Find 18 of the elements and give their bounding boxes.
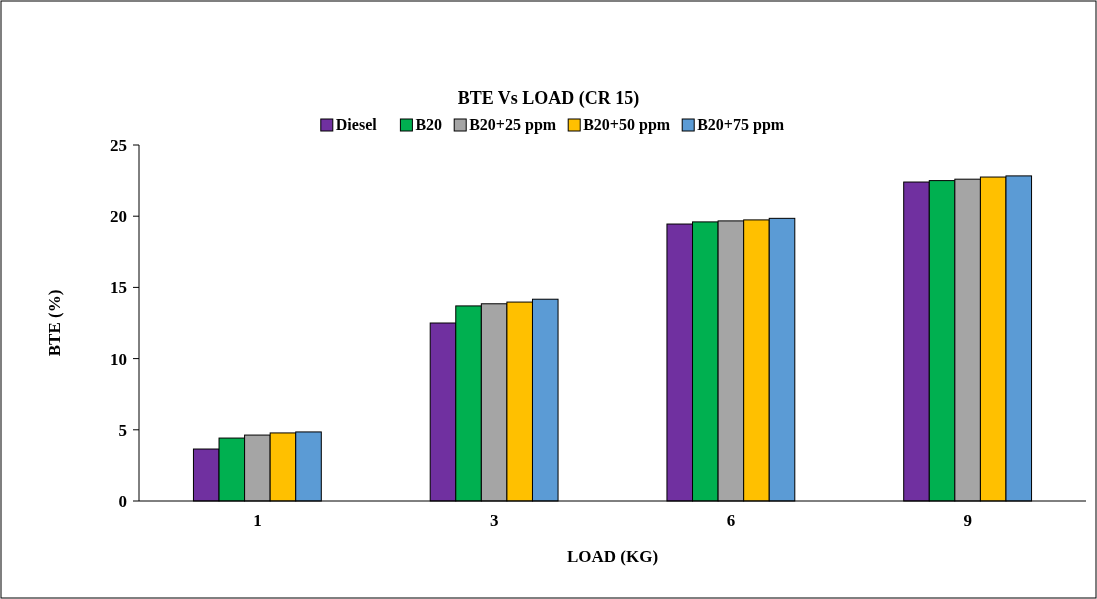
legend-label: B20+25 ppm <box>469 116 557 134</box>
y-tick-label: 25 <box>110 136 127 155</box>
legend-label: B20 <box>415 116 443 133</box>
legend-label: Diesel <box>335 116 378 133</box>
y-tick-label: 10 <box>110 349 127 369</box>
legend-label: B20+75 ppm <box>697 116 785 134</box>
x-tick-label: 3 <box>489 511 499 530</box>
x-tick-label: 9 <box>963 511 972 530</box>
y-tick-label: 0 <box>118 492 127 511</box>
x-axis-title: LOAD (KG) <box>566 547 659 566</box>
chart-title: BTE Vs LOAD (CR 15) <box>457 88 640 109</box>
x-tick-label: 1 <box>253 511 262 530</box>
y-axis-title: BTE (%) <box>45 289 64 357</box>
y-tick-label: 15 <box>110 278 127 298</box>
x-tick-label: 6 <box>726 511 736 530</box>
y-tick-label: 20 <box>110 207 127 227</box>
y-tick-label: 5 <box>118 420 127 440</box>
legend-label: B20+50 ppm <box>583 116 671 134</box>
